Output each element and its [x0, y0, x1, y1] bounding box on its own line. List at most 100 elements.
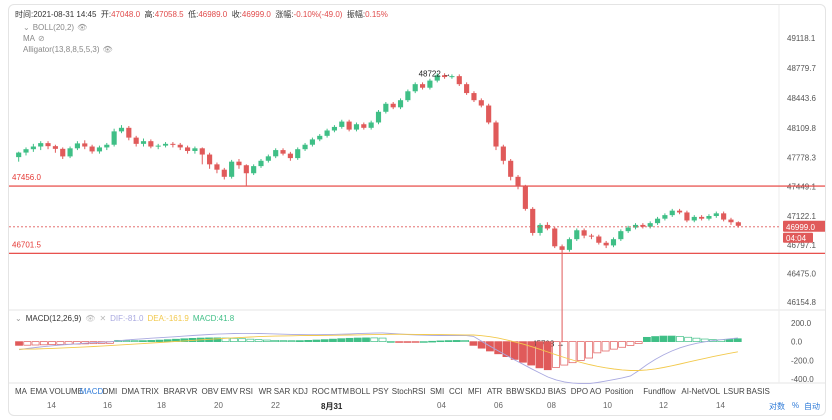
macd-histogram-bar — [543, 341, 552, 371]
indicator-tab-obv[interactable]: OBV — [201, 387, 219, 396]
indicator-tab-emv[interactable]: EMV — [220, 387, 238, 396]
indicator-tab-volume[interactable]: VOLUME — [49, 387, 83, 396]
indicator-tab-dpo[interactable]: DPO — [570, 387, 589, 396]
indicator-tab-smi[interactable]: SMI — [429, 387, 445, 396]
candle-body — [603, 242, 609, 246]
indicator-tab-lsur[interactable]: LSUR — [723, 387, 745, 396]
indicator-tab-vr[interactable]: VR — [186, 387, 198, 396]
macd-histogram-bar — [469, 341, 478, 346]
indicator-tab-cci[interactable]: CCI — [448, 387, 463, 396]
indicator-tab-skdj[interactable]: SKDJ — [525, 387, 546, 396]
indicator-tab-basis[interactable]: BASIS — [746, 387, 770, 396]
indicator-tab-bbw[interactable]: BBW — [506, 387, 525, 396]
macd-histogram-bar — [362, 337, 370, 342]
candle-body — [640, 224, 646, 227]
indicator-alligator[interactable]: Alligator(13,8,8,5,5,3) 👁 — [23, 45, 113, 54]
candle-body — [456, 76, 462, 85]
indicator-tab-psy[interactable]: PSY — [372, 387, 389, 396]
chevron-down-icon[interactable]: ⌄ — [15, 314, 22, 323]
indicator-tab-sar[interactable]: SAR — [273, 387, 291, 396]
indicator-tab-ai-netvol[interactable]: AI-NetVOL — [681, 387, 721, 396]
candle-body — [111, 131, 117, 145]
macd-histogram-bar — [585, 341, 593, 359]
candle-body — [140, 141, 147, 144]
indicator-tab-ao[interactable]: AO — [589, 387, 602, 396]
price-tick-label: 47122.1 — [787, 212, 816, 221]
indicator-boll[interactable]: ⌄ BOLL(20,2) 👁 — [23, 23, 88, 32]
candle-body — [574, 230, 580, 240]
price-tick-label: 49118.1 — [787, 34, 816, 43]
macd-histogram-bar — [56, 341, 65, 345]
indicator-tab-ema[interactable]: EMA — [30, 387, 48, 396]
candle-body — [419, 84, 426, 88]
eye-icon[interactable]: 👁 — [85, 314, 96, 323]
close-icon[interactable]: ✕ — [99, 314, 107, 323]
candle-body — [508, 160, 514, 177]
indicator-tab-roc[interactable]: ROC — [311, 387, 330, 396]
candle-body — [537, 224, 543, 233]
candle-body — [74, 143, 80, 149]
candle-body — [302, 144, 308, 150]
candle-body — [16, 152, 22, 158]
indicator-tab-trix[interactable]: TRIX — [140, 387, 159, 396]
macd-histogram-bar — [271, 340, 280, 342]
macd-histogram-bar — [329, 338, 337, 342]
date-tick-label: 14 — [716, 401, 725, 410]
candle-body — [699, 216, 705, 219]
indicator-tab-kdj[interactable]: KDJ — [292, 387, 308, 396]
countdown-tag — [783, 232, 813, 243]
eye-icon[interactable]: 👁 — [77, 23, 88, 32]
indicator-tab-brar[interactable]: BRAR — [163, 387, 186, 396]
indicator-tab-ma[interactable]: MA — [15, 387, 27, 396]
candle-body — [544, 224, 550, 229]
macd-histogram-bar — [254, 339, 263, 342]
macd-histogram-bar — [320, 339, 329, 342]
chevron-down-icon[interactable]: ⌄ — [23, 23, 30, 32]
eye-off-icon[interactable]: ⊘ — [38, 34, 45, 43]
candle-body — [162, 143, 169, 146]
macd-histogram-bar — [436, 340, 445, 343]
indicator-tab-wr[interactable]: WR — [258, 387, 272, 396]
macd-histogram-bar — [419, 341, 428, 343]
indicator-tab-stochrsi[interactable]: StochRSI — [391, 387, 426, 396]
date-tick-label: 08 — [547, 401, 556, 410]
indicator-tab-position[interactable]: Position — [604, 387, 634, 396]
indicator-tab-macd[interactable]: MACD — [79, 387, 104, 396]
indicator-tab-dmi[interactable]: DMI — [102, 387, 118, 396]
candle-body — [236, 161, 242, 166]
candle-body — [192, 148, 198, 151]
candle-body — [273, 150, 279, 157]
macd-histogram-bar — [229, 337, 238, 342]
indicator-tab-mfi[interactable]: MFI — [467, 387, 482, 396]
candle-body — [728, 219, 734, 223]
indicator-tab-rsi[interactable]: RSI — [239, 387, 253, 396]
macd-histogram-bar — [353, 337, 362, 342]
candle-body — [280, 150, 286, 154]
indicator-tab-fundflow[interactable]: Fundflow — [643, 387, 676, 396]
macd-histogram-bar — [568, 341, 577, 364]
date-tick-label: 8月31 — [321, 402, 343, 411]
indicator-ma[interactable]: MA ⊘ — [23, 34, 45, 43]
macd-histogram-bar — [213, 337, 222, 342]
indicator-tab-atr[interactable]: ATR — [487, 387, 503, 396]
candle-body — [486, 105, 492, 123]
indicator-tab-mtm[interactable]: MTM — [330, 387, 350, 396]
date-tick-label: 20 — [214, 401, 223, 410]
auto-scale-toggle[interactable]: 自动 — [804, 402, 820, 411]
macd-histogram-bar — [510, 341, 519, 360]
candle-body — [566, 239, 572, 250]
log-scale-toggle[interactable]: 对数 — [769, 402, 785, 411]
date-tick-label: 10 — [603, 401, 612, 410]
date-tick-label: 22 — [271, 401, 280, 410]
price-tick-label: 47778.3 — [787, 153, 816, 162]
indicator-tab-dma[interactable]: DMA — [121, 387, 140, 396]
indicator-tab-bias[interactable]: BIAS — [547, 387, 567, 396]
price-chart[interactable]: 49118.1 48779.7 48443.6 48109.8 47778.3 47449… — [9, 5, 825, 415]
eye-icon[interactable]: 👁 — [102, 45, 113, 54]
macd-histogram-bar — [23, 341, 32, 346]
macd-histogram-bar — [634, 341, 643, 344]
percent-scale-toggle[interactable]: % — [792, 401, 800, 410]
macd-histogram-bar — [31, 341, 40, 346]
indicator-tab-boll[interactable]: BOLL — [349, 387, 371, 396]
dea-line — [19, 333, 738, 371]
